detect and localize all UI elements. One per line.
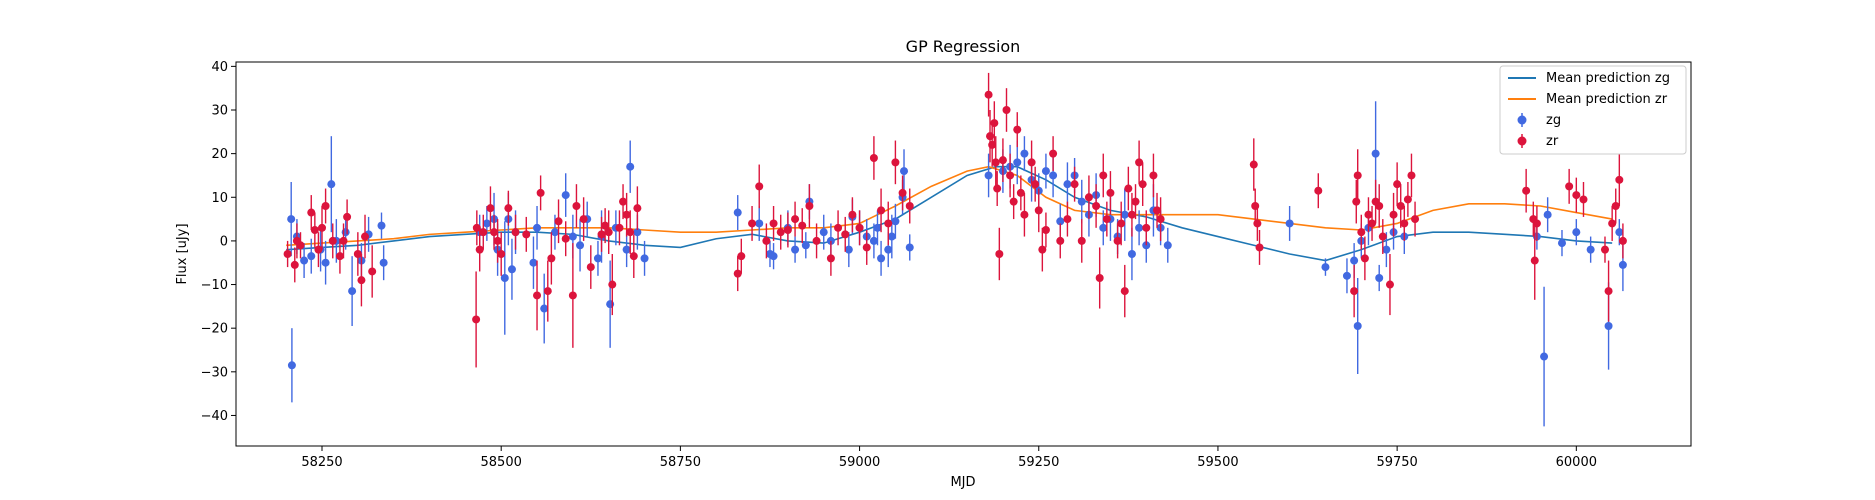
x-tick-label: 58500 [481, 455, 522, 470]
legend-label-zr: zr [1546, 134, 1559, 149]
chart-title: GP Regression [906, 37, 1021, 56]
x-tick-label: 58250 [301, 455, 342, 470]
x-tick-label: 59250 [1018, 455, 1059, 470]
y-tick-label: 0 [220, 234, 228, 249]
y-tick-label: 40 [211, 60, 228, 75]
legend-label-mean-zg: Mean prediction zg [1546, 71, 1670, 86]
x-tick-label: 60000 [1556, 455, 1597, 470]
x-axis-label: MJD [950, 475, 975, 490]
x-tick-label: 59000 [839, 455, 880, 470]
y-tick-label: −10 [201, 278, 228, 293]
legend: Mean prediction zg Mean prediction zr zg… [1500, 66, 1686, 154]
x-tick-label: 59750 [1376, 455, 1417, 470]
y-axis-label: Flux [uJy] [175, 223, 190, 284]
y-tick-label: −30 [201, 365, 228, 380]
x-tick-label: 58750 [660, 455, 701, 470]
y-tick-label: −40 [201, 409, 228, 424]
y-tick-label: 20 [211, 147, 228, 162]
legend-label-mean-zr: Mean prediction zr [1546, 92, 1668, 107]
x-tick-label: 59500 [1197, 455, 1238, 470]
y-tick-label: 30 [211, 104, 228, 119]
y-tick-label: −20 [201, 322, 228, 337]
legend-label-zg: zg [1546, 113, 1561, 128]
y-tick-label: 10 [211, 191, 228, 206]
